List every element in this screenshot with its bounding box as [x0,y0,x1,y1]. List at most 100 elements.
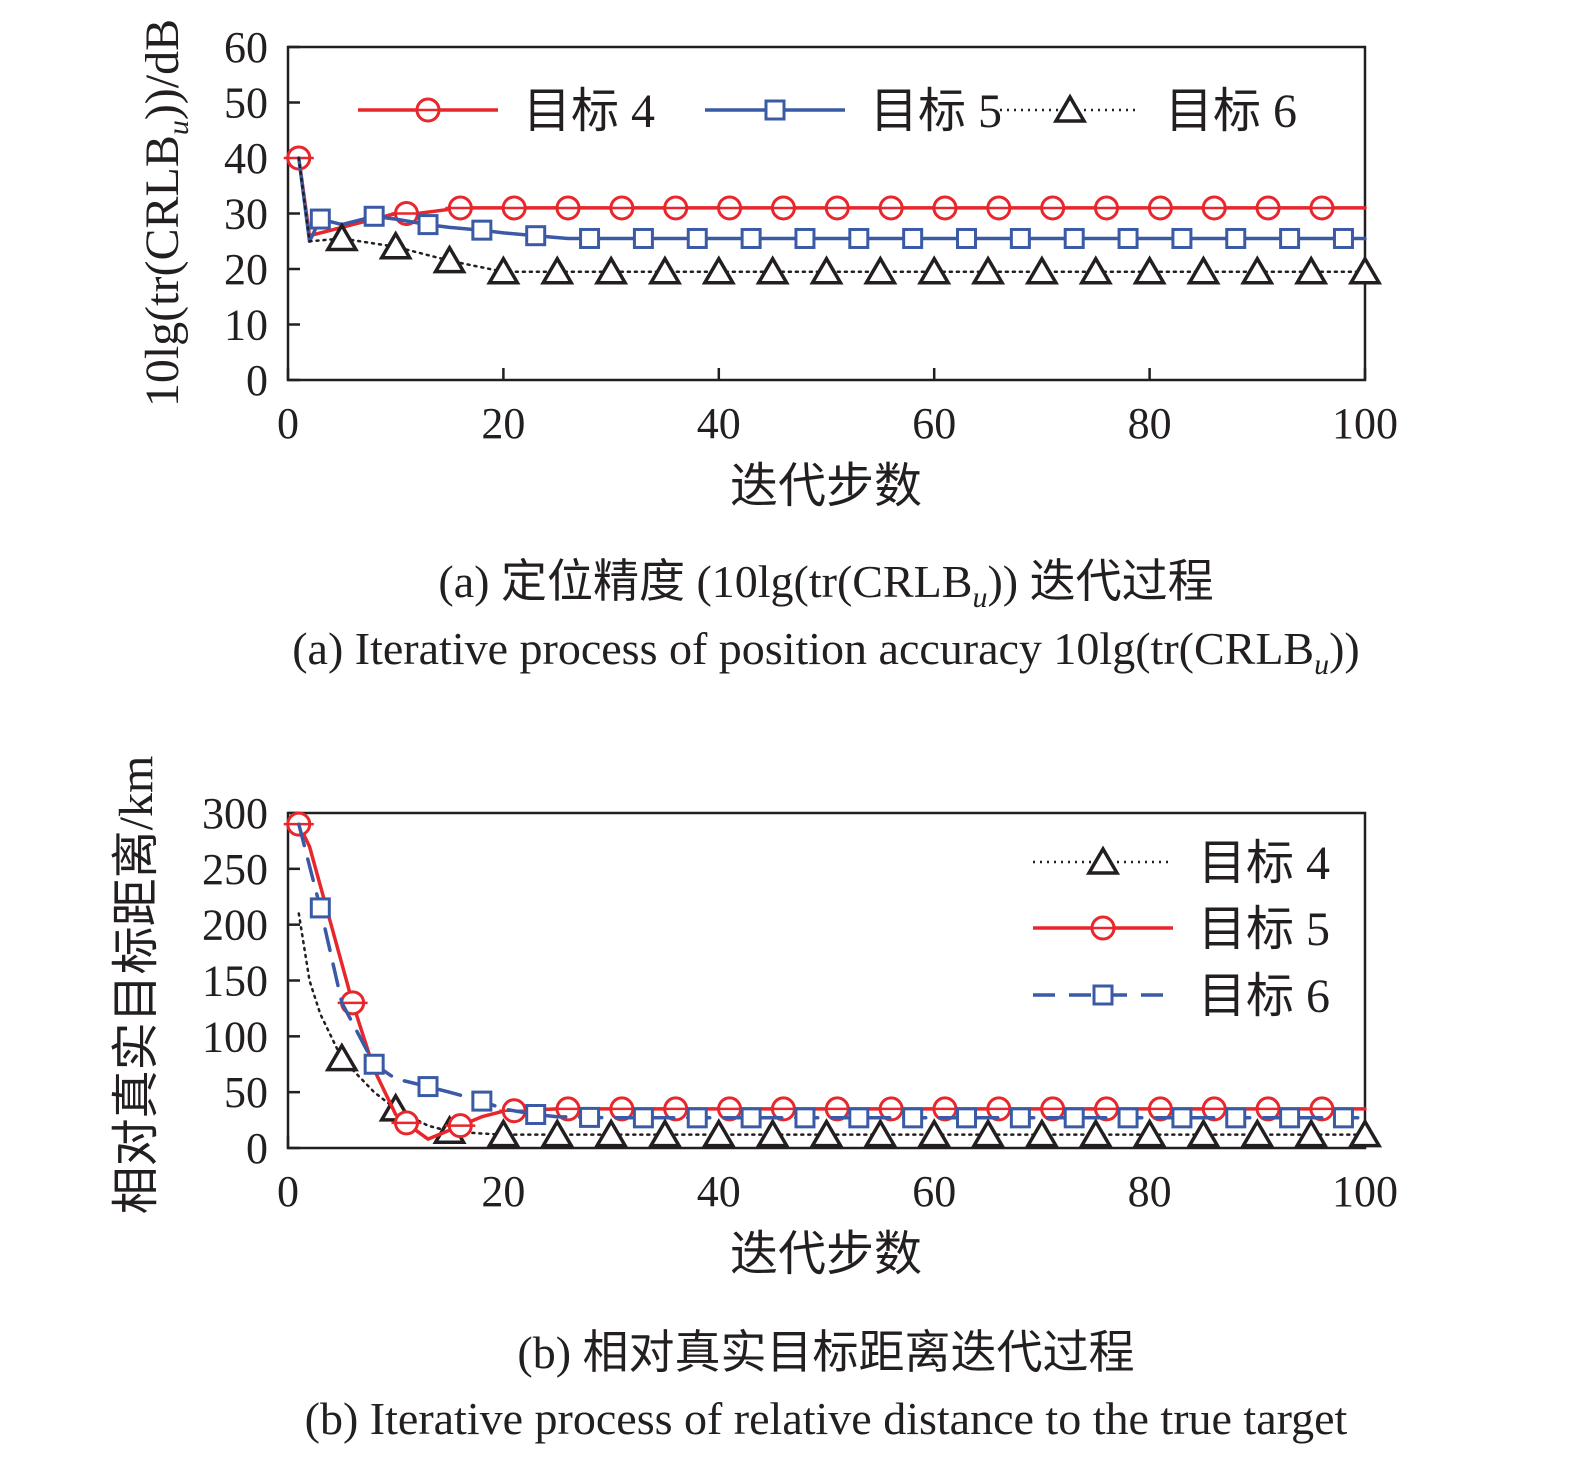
legend-marker [1088,915,1118,941]
x-tick-label: 0 [277,399,299,448]
data-point-marker [1024,255,1059,285]
data-point-marker [1145,1096,1176,1122]
data-point-marker [553,1096,584,1122]
series-4 [283,145,1367,238]
x-tick-label: 80 [1128,1167,1172,1216]
chart-b: 0 50 100 150 200 250 300 0 20 40 60 80 100 目标 4 目标 5… [110,756,1398,1444]
data-point-marker [486,255,521,285]
data-point-marker [1009,1107,1031,1129]
data-point-marker [1186,255,1221,285]
data-point-marker [445,1113,476,1139]
chart-b-y-axis-label: 相对真实目标距离/km [110,756,163,1215]
x-tick-label: 100 [1332,399,1398,448]
chart-b-x-ticks: 0 20 40 60 80 100 [277,1136,1398,1216]
data-point-marker [660,1096,691,1122]
data-point-marker [809,255,844,285]
data-point-marker [1306,195,1337,221]
x-tick-label: 40 [697,399,741,448]
data-point-marker [632,227,654,249]
series-6 [297,822,1367,1129]
data-point-marker [1279,227,1301,249]
y-tick-label: 100 [202,1012,268,1061]
data-point-marker [363,1053,385,1075]
data-point-marker [1294,255,1329,285]
data-point-marker [794,227,816,249]
legend-marker [764,99,786,121]
data-point-marker [540,1118,575,1148]
data-point-marker [1240,1118,1275,1148]
x-tick-label: 20 [481,399,525,448]
legend-label: 目标 5 [870,85,1002,138]
series-6 [297,156,1383,285]
chart-a-caption-cn: (a) 定位精度 (10lg(tr(CRLBu)) 迭代过程 [438,556,1213,614]
x-tick-label: 20 [481,1167,525,1216]
chart-b-series [283,811,1383,1148]
y-tick-label: 10 [224,301,268,350]
data-point-marker [540,255,575,285]
y-tick-label: 150 [202,957,268,1006]
series-5 [297,156,1367,249]
data-point-marker [755,255,790,285]
y-tick-label: 30 [224,190,268,239]
y-tick-label: 0 [246,356,268,405]
data-point-marker [876,1096,907,1122]
data-point-marker [324,1042,359,1072]
y-tick-label: 20 [224,245,268,294]
data-point-marker [1078,255,1113,285]
data-point-marker [809,1118,844,1148]
data-point-marker [686,227,708,249]
data-point-marker [1253,195,1284,221]
data-point-marker [983,195,1014,221]
legend-entry: 目标 5 [1033,903,1330,956]
data-point-marker [902,227,924,249]
legend-entry: 目标 5 [705,85,1002,138]
data-point-marker [432,244,467,274]
data-point-marker [471,1090,493,1112]
data-point-marker [956,1107,978,1129]
data-point-marker [1347,1118,1383,1148]
series-line [297,156,1367,274]
data-point-marker [1145,195,1176,221]
data-point-marker [1171,227,1193,249]
data-point-marker [1279,1107,1301,1129]
data-point-marker [1171,1107,1193,1129]
legend-marker [1052,93,1088,123]
data-point-marker [701,1118,736,1148]
data-point-marker [525,1104,547,1125]
chart-b-caption-en: (b) Iterative process of relative distan… [305,1393,1348,1444]
data-point-marker [391,1110,422,1136]
legend-marker [413,97,443,123]
data-point-marker [378,230,413,260]
data-point-marker [768,195,799,221]
data-point-marker [1063,227,1085,249]
y-tick-label: 0 [246,1124,268,1173]
data-point-marker [363,205,385,227]
series-line [297,912,1367,1136]
legend-marker [1092,984,1114,1006]
data-point-marker [1078,1118,1113,1148]
data-point-marker [606,1096,637,1122]
data-point-marker [1037,195,1068,221]
data-point-marker [499,195,530,221]
data-point-marker [848,227,870,249]
data-point-marker [553,195,584,221]
data-point-marker [1225,1107,1247,1129]
data-point-marker [863,1118,898,1148]
data-point-marker [309,897,331,919]
data-point-marker [929,1096,960,1122]
x-tick-label: 60 [912,399,956,448]
data-point-marker [1009,227,1031,249]
chart-a-y-ticks: 0 10 20 30 40 50 60 [224,23,300,405]
data-point-marker [822,195,853,221]
data-point-marker [1091,195,1122,221]
chart-a-x-ticks: 0 20 40 60 80 100 [277,368,1398,448]
chart-b-x-axis-label: 迭代步数 [730,1228,922,1281]
x-tick-label: 40 [697,1167,741,1216]
y-tick-label: 40 [224,134,268,183]
legend-marker [1085,845,1121,875]
data-point-marker [647,1118,682,1148]
chart-b-y-ticks: 0 50 100 150 200 250 300 [202,789,300,1173]
x-tick-label: 80 [1128,399,1172,448]
